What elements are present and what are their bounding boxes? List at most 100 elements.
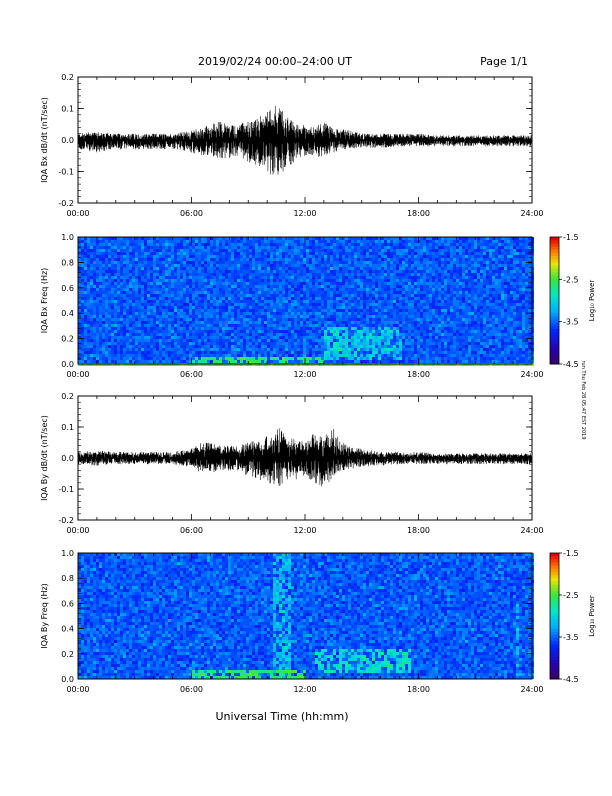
spectrogram-cell: [282, 354, 285, 357]
spectrogram-cell: [414, 306, 417, 309]
spectrogram-cell: [165, 336, 168, 339]
spectrogram-cell: [270, 252, 273, 255]
spectrogram-cell: [99, 348, 102, 351]
spectrogram-cell: [315, 282, 318, 285]
spectrogram-cell: [102, 315, 105, 318]
spectrogram-cell: [183, 258, 186, 261]
spectrogram-cell: [159, 309, 162, 312]
spectrogram-cell: [279, 258, 282, 261]
spectrogram-cell: [174, 321, 177, 324]
spectrogram-cell: [414, 339, 417, 342]
spectrogram-cell: [237, 270, 240, 273]
spectrogram-cell: [234, 309, 237, 312]
spectrogram-cell: [216, 324, 219, 327]
spectrogram-cell: [159, 318, 162, 321]
spectrogram-cell: [84, 246, 87, 249]
spectrogram-cell: [90, 279, 93, 282]
spectrogram-cell: [354, 252, 357, 255]
spectrogram-cell: [378, 273, 381, 276]
spectrogram-cell: [390, 351, 393, 354]
spectrogram-cell: [219, 291, 222, 294]
spectrogram-cell: [372, 261, 375, 264]
spectrogram-cell: [279, 285, 282, 288]
spectrogram-cell: [144, 291, 147, 294]
spectrogram-cell: [90, 282, 93, 285]
spectrogram-cell: [165, 309, 168, 312]
spectrogram-cell: [273, 351, 276, 354]
spectrogram-cell: [114, 240, 117, 243]
spectrogram-cell: [240, 324, 243, 327]
spectrogram-cell: [378, 300, 381, 303]
spectrogram-cell: [405, 330, 408, 333]
spectrogram-cell: [300, 336, 303, 339]
spectrogram-cell: [351, 360, 354, 363]
spectrogram-cell: [165, 348, 168, 351]
spectrogram-cell: [252, 303, 255, 306]
spectrogram-cell: [114, 312, 117, 315]
spectrogram-cell: [372, 354, 375, 357]
spectrogram-cell: [138, 351, 141, 354]
spectrogram-cell: [222, 258, 225, 261]
spectrogram-cell: [348, 360, 351, 363]
spectrogram-cell: [402, 324, 405, 327]
spectrogram-cell: [270, 273, 273, 276]
spectrogram-cell: [204, 297, 207, 300]
spectrogram-cell: [399, 321, 402, 324]
spectrogram-cell: [408, 306, 411, 309]
spectrogram-cell: [390, 252, 393, 255]
spectrogram-cell: [108, 300, 111, 303]
spectrogram-cell: [138, 282, 141, 285]
spectrogram-cell: [99, 312, 102, 315]
spectrogram-cell: [417, 252, 420, 255]
spectrogram-cell: [138, 315, 141, 318]
spectrogram-cell: [279, 270, 282, 273]
spectrogram-cell: [414, 318, 417, 321]
spectrogram-cell: [399, 279, 402, 282]
spectrogram-cell: [393, 261, 396, 264]
spectrogram-cell: [240, 276, 243, 279]
spectrogram-cell: [339, 309, 342, 312]
spectrogram-cell: [399, 294, 402, 297]
spectrogram-cell: [123, 279, 126, 282]
spectrogram-cell: [408, 285, 411, 288]
spectrogram-cell: [327, 294, 330, 297]
spectrogram-cell: [123, 300, 126, 303]
spectrogram-cell: [225, 264, 228, 267]
spectrogram-cell: [387, 282, 390, 285]
spectrogram-cell: [360, 249, 363, 252]
spectrogram-cell: [387, 258, 390, 261]
spectrogram-cell: [339, 321, 342, 324]
spectrogram-cell: [210, 252, 213, 255]
spectrogram-cell: [264, 261, 267, 264]
spectrogram-cell: [387, 288, 390, 291]
spectrogram-cell: [360, 357, 363, 360]
spectrogram-cell: [186, 327, 189, 330]
spectrogram-cell: [381, 297, 384, 300]
spectrogram-cell: [219, 333, 222, 336]
spectrogram-cell: [381, 339, 384, 342]
spectrogram-cell: [141, 330, 144, 333]
spectrogram-cell: [276, 303, 279, 306]
spectrogram-cell: [156, 243, 159, 246]
spectrogram-cell: [126, 333, 129, 336]
spectrogram-cell: [375, 342, 378, 345]
spectrogram-cell: [249, 312, 252, 315]
spectrogram-cell: [150, 258, 153, 261]
x-tick-label: 18:00: [407, 209, 430, 218]
spectrogram-cell: [393, 240, 396, 243]
spectrogram-cell: [327, 300, 330, 303]
spectrogram-cell: [150, 339, 153, 342]
spectrogram-cell: [285, 309, 288, 312]
spectrogram-cell: [276, 285, 279, 288]
spectrogram-cell: [240, 249, 243, 252]
spectrogram-cell: [186, 246, 189, 249]
spectrogram-cell: [351, 306, 354, 309]
spectrogram-cell: [324, 276, 327, 279]
spectrogram-cell: [234, 255, 237, 258]
spectrogram-cell: [231, 357, 234, 360]
spectrogram-cell: [393, 276, 396, 279]
spectrogram-cell: [234, 333, 237, 336]
spectrogram-cell: [312, 288, 315, 291]
spectrogram-cell: [360, 261, 363, 264]
spectrogram-cell: [321, 246, 324, 249]
